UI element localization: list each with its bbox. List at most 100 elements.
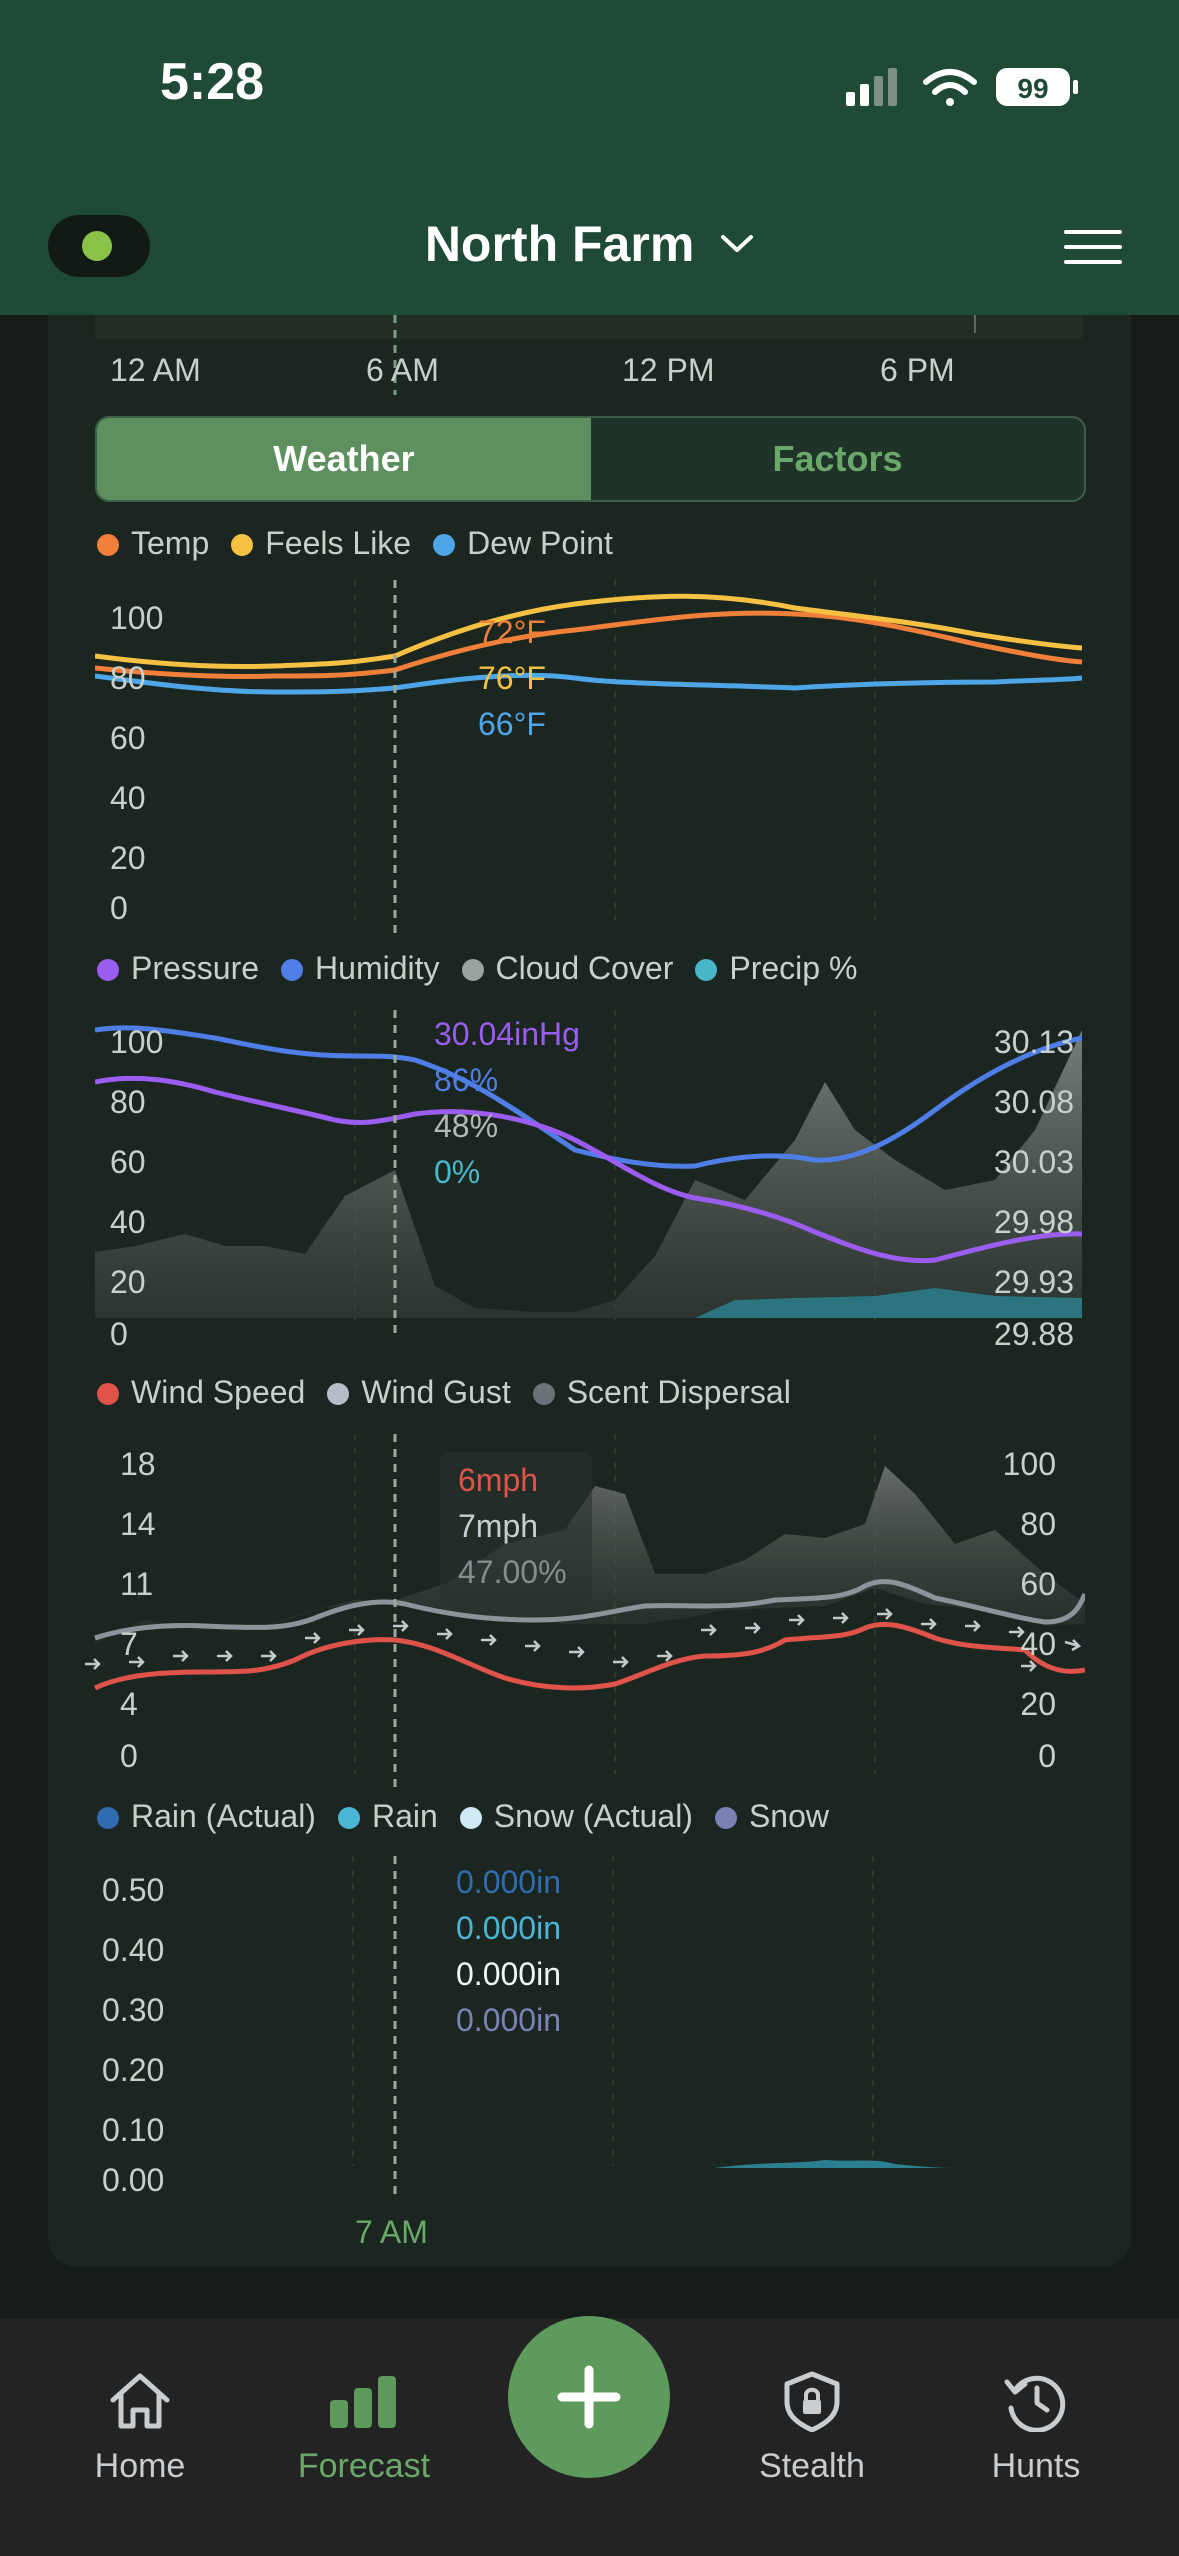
wind-legend: Wind Speed Wind Gust Scent Dispersal xyxy=(97,1374,813,1411)
cloud-cover-area xyxy=(95,1030,1082,1318)
wind-y2-tick: 40 xyxy=(1020,1626,1056,1662)
rain-forecast-area xyxy=(715,2160,955,2168)
cursor-time-label: 7 AM xyxy=(355,2214,428,2250)
legend-rain-actual: Rain (Actual) xyxy=(97,1798,316,1835)
wind-y-tick: 4 xyxy=(120,1686,138,1722)
pressure-y-tick: 40 xyxy=(110,1204,146,1240)
legend-snow: Snow xyxy=(714,1798,829,1835)
temp-y-tick: 100 xyxy=(110,600,164,636)
precip-y-tick: 0.50 xyxy=(102,1872,165,1908)
precip-y-tick: 0.10 xyxy=(102,2112,165,2148)
legend-snow-actual: Snow (Actual) xyxy=(459,1798,693,1835)
location-title: North Farm xyxy=(424,216,695,272)
feels-like-line xyxy=(95,593,1082,669)
precip-y-tick: 0.30 xyxy=(102,1992,165,2028)
scent-dispersal-readout: 47.00% xyxy=(458,1554,567,1590)
wind-y-tick: 11 xyxy=(120,1566,154,1602)
status-icons: 99 xyxy=(846,68,1078,106)
wind-y-tick: 7 xyxy=(120,1626,138,1662)
pressure-y-tick: 60 xyxy=(110,1144,146,1180)
feels-like-readout: 76°F xyxy=(478,660,546,696)
wind-gust-line xyxy=(94,1579,1085,1641)
legend-wind-gust: Wind Gust xyxy=(327,1374,511,1411)
pressure-y2-tick: 29.98 xyxy=(993,1204,1074,1240)
precip-y-tick: 0.40 xyxy=(102,1932,165,1968)
temp-y-tick: 0 xyxy=(110,890,128,926)
cloud-cover-readout: 48% xyxy=(434,1108,499,1144)
humidity-readout: 86% xyxy=(434,1062,499,1098)
signal-icon xyxy=(846,68,897,106)
wind-y-tick: 0 xyxy=(120,1738,138,1774)
chevron-down-icon xyxy=(721,235,754,252)
temp-y-tick: 40 xyxy=(110,780,146,816)
temp-readout: 72°F xyxy=(478,614,546,650)
pressure-y-tick: 80 xyxy=(110,1084,146,1120)
pressure-y-tick: 100 xyxy=(110,1024,164,1060)
tab-factors[interactable]: Factors xyxy=(772,438,903,479)
battery-icon: 99 xyxy=(996,68,1078,106)
location-selector[interactable]: North Farm xyxy=(0,215,1179,273)
precip-area xyxy=(695,1288,1082,1318)
temperature-legend: Temp Feels Like Dew Point xyxy=(97,525,635,562)
temp-y-tick: 20 xyxy=(110,840,146,876)
temperature-chart[interactable] xyxy=(95,580,1082,940)
wind-y-tick: 14 xyxy=(120,1506,156,1542)
legend-cloud-cover: Cloud Cover xyxy=(461,950,673,987)
snow-actual-readout: 0.000in xyxy=(456,1956,561,1992)
pressure-y2-tick: 29.88 xyxy=(993,1316,1074,1352)
legend-pressure: Pressure xyxy=(97,950,259,987)
wind-y-tick: 18 xyxy=(120,1446,156,1482)
wifi-icon xyxy=(923,69,977,106)
header-bar xyxy=(0,0,1179,315)
temp-y-tick: 60 xyxy=(110,720,146,756)
precip-y-tick: 0.00 xyxy=(102,2162,165,2198)
snow-readout: 0.000in xyxy=(456,2002,561,2038)
precip-readout: 0% xyxy=(434,1154,481,1190)
tab-forecast[interactable]: Forecast xyxy=(284,2370,444,2486)
pressure-y2-tick: 29.93 xyxy=(993,1264,1074,1300)
timeline-label-12am: 12 AM xyxy=(110,352,201,388)
pressure-chart[interactable] xyxy=(95,1010,1082,1340)
wind-y2-tick: 100 xyxy=(1002,1446,1056,1482)
temp-y-tick: 80 xyxy=(110,660,146,696)
tab-stealth[interactable]: Stealth xyxy=(732,2370,892,2486)
home-icon xyxy=(110,2373,170,2429)
legend-rain: Rain xyxy=(337,1798,438,1835)
svg-text:99: 99 xyxy=(1017,73,1048,104)
tab-home[interactable]: Home xyxy=(60,2370,220,2486)
legend-scent-dispersal: Scent Dispersal xyxy=(532,1374,791,1411)
pressure-line xyxy=(95,1075,1082,1264)
legend-precip: Precip % xyxy=(695,950,857,987)
timeline-label-12pm: 12 PM xyxy=(622,352,715,388)
status-time: 5:28 xyxy=(160,53,265,111)
wind-gust-readout: 7mph xyxy=(458,1508,539,1544)
legend-humidity: Humidity xyxy=(281,950,440,987)
temp-line xyxy=(95,610,1082,680)
dew-point-line xyxy=(95,672,1082,695)
rain-readout: 0.000in xyxy=(456,1910,561,1946)
wind-direction-arrows xyxy=(85,1608,1082,1672)
tab-weather[interactable]: Weather xyxy=(97,418,591,500)
precip-legend: Rain (Actual) Rain Snow (Actual) Snow xyxy=(97,1798,851,1835)
history-icon xyxy=(1004,2375,1066,2433)
legend-temp: Temp xyxy=(97,525,209,562)
pressure-y2-tick: 30.13 xyxy=(993,1024,1074,1060)
tab-hunts[interactable]: Hunts xyxy=(956,2370,1116,2486)
live-indicator-dot xyxy=(82,231,112,261)
add-hunt-button[interactable] xyxy=(508,2316,670,2478)
pressure-y2-tick: 30.08 xyxy=(993,1084,1074,1120)
pressure-legend: Pressure Humidity Cloud Cover Precip % xyxy=(97,950,879,987)
legend-feels-like: Feels Like xyxy=(231,525,411,562)
wind-speed-readout: 6mph xyxy=(458,1462,539,1498)
menu-icon[interactable] xyxy=(1064,230,1122,264)
wind-y2-tick: 0 xyxy=(1038,1738,1056,1774)
wind-y2-tick: 80 xyxy=(1020,1506,1056,1542)
wind-speed-line xyxy=(93,1621,1085,1691)
precip-chart[interactable] xyxy=(95,1856,1082,2196)
wind-readout-box xyxy=(440,1452,592,1604)
plus-icon xyxy=(557,2365,621,2429)
pressure-y2-tick: 30.03 xyxy=(993,1144,1074,1180)
wind-y2-tick: 60 xyxy=(1020,1566,1056,1602)
pressure-readout: 30.04inHg xyxy=(434,1016,580,1052)
shield-lock-icon xyxy=(784,2371,840,2433)
